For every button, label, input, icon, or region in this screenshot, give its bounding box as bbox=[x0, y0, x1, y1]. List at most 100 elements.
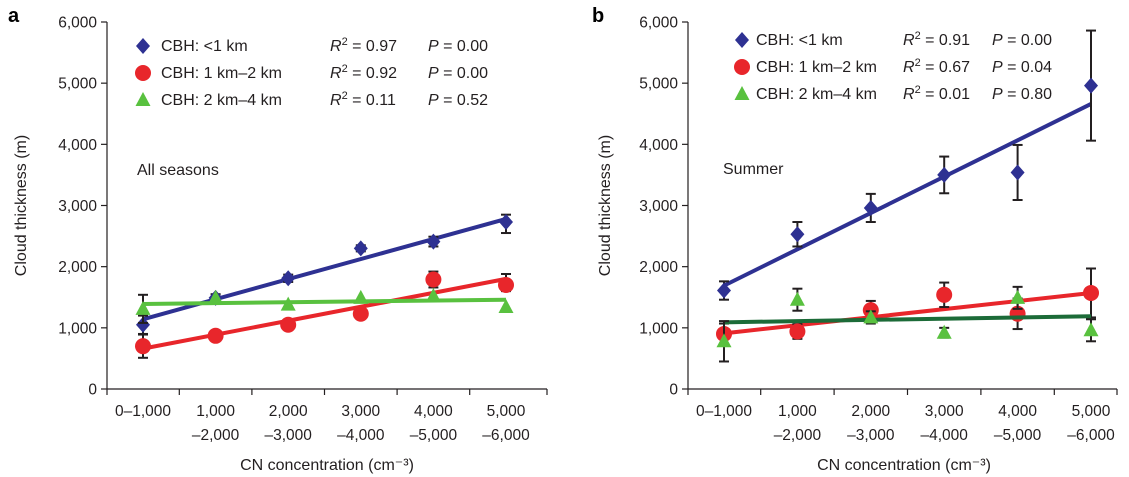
data-point bbox=[1010, 289, 1026, 304]
y-tick-label: 6,000 bbox=[58, 15, 97, 32]
data-point bbox=[280, 316, 297, 333]
legend-label: CBH: 2 km–4 km bbox=[161, 92, 282, 109]
data-point bbox=[936, 324, 952, 339]
x-tick-label: –6,000 bbox=[1067, 427, 1115, 444]
legend-p: P = 0.80 bbox=[992, 86, 1052, 103]
panel-letter: a bbox=[8, 5, 20, 27]
y-tick-label: 3,000 bbox=[639, 198, 678, 215]
fit-line bbox=[142, 276, 507, 351]
legend-r2: R2 = 0.97 bbox=[330, 36, 397, 55]
panel-b: b 0 1,000 2,000 3,000 4,000 5,000 6,000 0–1,000 1… bbox=[592, 5, 1118, 474]
legend-entry: CBH: 2 km–4 km R2 = 0.11 P = 0.52 bbox=[135, 90, 488, 109]
legend-marker bbox=[136, 38, 150, 54]
data-point bbox=[789, 323, 806, 340]
x-tick-label: 1,000 bbox=[196, 403, 235, 420]
data-point bbox=[498, 277, 514, 294]
data-point bbox=[280, 296, 296, 311]
panel-annotation: Summer bbox=[723, 161, 784, 178]
legend-marker bbox=[135, 65, 151, 81]
legend-label: CBH: 1 km–2 km bbox=[161, 65, 282, 82]
y-tick-label: 3,000 bbox=[58, 198, 97, 215]
x-tick-label: 4,000 bbox=[998, 403, 1037, 420]
x-tick-label: –2,000 bbox=[774, 427, 822, 444]
legend-r2: R2 = 0.92 bbox=[330, 63, 397, 82]
data-point bbox=[425, 271, 442, 288]
series-0 bbox=[136, 213, 513, 335]
y-tick-label: 1,000 bbox=[639, 320, 678, 337]
x-tick-label: 3,000 bbox=[341, 403, 380, 420]
series-2 bbox=[716, 285, 1099, 363]
data-point bbox=[789, 291, 805, 306]
legend-label: CBH: 1 km–2 km bbox=[756, 59, 877, 76]
data-point bbox=[207, 327, 224, 344]
series-1 bbox=[716, 267, 1099, 346]
data-point bbox=[498, 299, 514, 314]
legend-marker bbox=[735, 32, 749, 48]
data-point bbox=[208, 289, 224, 304]
legend-label: CBH: <1 km bbox=[161, 38, 248, 55]
data-point bbox=[790, 226, 805, 243]
y-tick-label: 2,000 bbox=[58, 259, 97, 276]
data-point bbox=[135, 338, 151, 355]
data-point bbox=[281, 270, 296, 287]
series-2 bbox=[135, 288, 514, 324]
data-point bbox=[936, 286, 953, 303]
fit-line bbox=[723, 290, 1092, 336]
legend-marker bbox=[734, 86, 750, 100]
data-point bbox=[135, 300, 151, 315]
x-tick-label: –6,000 bbox=[482, 427, 530, 444]
x-tick-label: 5,000 bbox=[487, 403, 526, 420]
data-point bbox=[426, 233, 441, 250]
legend-p: P = 0.52 bbox=[428, 92, 488, 109]
legend-r2: R2 = 0.11 bbox=[330, 90, 396, 109]
legend-r2: R2 = 0.01 bbox=[903, 84, 970, 103]
fit-line bbox=[142, 297, 507, 306]
y-tick-label: 2,000 bbox=[639, 259, 678, 276]
legend-entry: CBH: 1 km–2 km R2 = 0.67 P = 0.04 bbox=[734, 57, 1052, 76]
data-point bbox=[136, 316, 150, 333]
x-tick-label: –4,000 bbox=[920, 427, 968, 444]
x-tick-label: 0–1,000 bbox=[696, 403, 752, 420]
y-tick-label: 4,000 bbox=[58, 137, 97, 154]
x-tick-label: 4,000 bbox=[414, 403, 453, 420]
fit-line bbox=[723, 102, 1092, 288]
panel-letter: b bbox=[592, 5, 604, 27]
legend-marker bbox=[135, 92, 151, 106]
y-axis-title: Cloud thickness (m) bbox=[13, 135, 30, 276]
data-point bbox=[499, 214, 513, 231]
y-axis-title: Cloud thickness (m) bbox=[597, 135, 614, 276]
legend-label: CBH: 2 km–4 km bbox=[756, 86, 877, 103]
x-tick-label: 5,000 bbox=[1072, 403, 1111, 420]
panel-a: a 0 1,000 2,000 3,000 4,000 5,000 6,000 0–1,000 1… bbox=[8, 5, 548, 474]
legend-marker bbox=[734, 59, 750, 75]
legend-r2: R2 = 0.67 bbox=[903, 57, 970, 76]
fit-line bbox=[723, 314, 1092, 325]
series-1 bbox=[135, 270, 514, 359]
x-tick-label: 0–1,000 bbox=[115, 403, 171, 420]
data-point bbox=[353, 240, 368, 257]
legend-p: P = 0.00 bbox=[992, 32, 1052, 49]
data-point bbox=[863, 199, 878, 216]
data-point bbox=[716, 333, 732, 348]
x-axis-title: CN concentration (cm⁻³) bbox=[240, 457, 414, 474]
y-tick-label: 1,000 bbox=[58, 320, 97, 337]
x-tick-label: 1,000 bbox=[778, 403, 817, 420]
legend-entry: CBH: 1 km–2 km R2 = 0.92 P = 0.00 bbox=[135, 63, 488, 82]
legend-entry: CBH: 2 km–4 km R2 = 0.01 P = 0.80 bbox=[734, 84, 1052, 103]
x-tick-label: –5,000 bbox=[410, 427, 458, 444]
data-point bbox=[937, 166, 952, 183]
x-tick-label: 2,000 bbox=[269, 403, 308, 420]
data-point bbox=[1084, 77, 1098, 94]
data-point bbox=[717, 282, 731, 299]
legend-entry: CBH: <1 km R2 = 0.91 P = 0.00 bbox=[735, 30, 1052, 49]
x-tick-label: –3,000 bbox=[264, 427, 312, 444]
legend-p: P = 0.04 bbox=[992, 59, 1052, 76]
y-tick-label: 5,000 bbox=[639, 76, 678, 93]
legend-p: P = 0.00 bbox=[428, 65, 488, 82]
y-tick-label: 0 bbox=[88, 382, 97, 399]
legend-p: P = 0.00 bbox=[428, 38, 488, 55]
legend-label: CBH: <1 km bbox=[756, 32, 843, 49]
data-point bbox=[1010, 164, 1025, 181]
y-tick-label: 6,000 bbox=[639, 15, 678, 32]
